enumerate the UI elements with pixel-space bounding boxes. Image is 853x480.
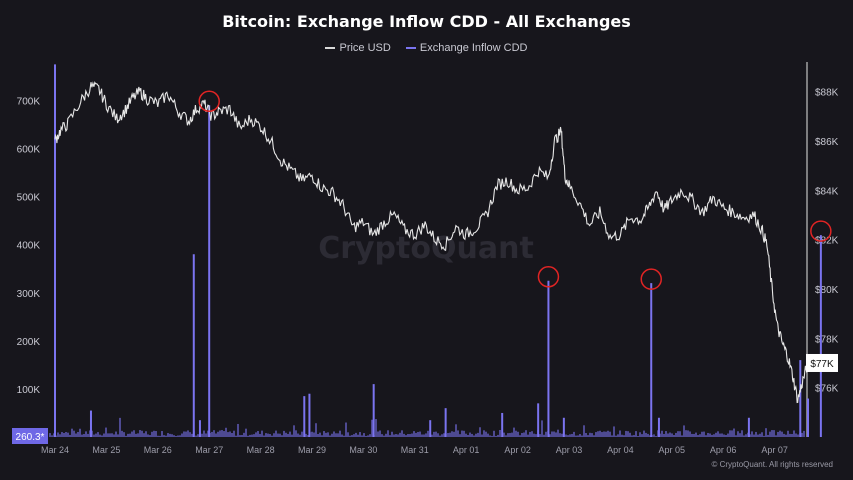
current-price-label: $77K [810,359,834,370]
current-cdd-label: 260.3* [16,432,45,443]
right-axis-tick-label: $84K [815,186,839,197]
x-axis-tick-label: Apr 03 [556,445,583,455]
x-axis-tick-label: Apr 01 [453,445,480,455]
left-axis-tick-label: 600K [17,145,41,156]
x-axis-tick-label: Mar 27 [195,445,223,455]
x-axis-tick-label: Apr 04 [607,445,634,455]
right-axis-tick-label: $86K [815,137,839,148]
price-line-swatch [325,47,336,49]
copyright-footer: © CryptoQuant. All rights reserved [711,460,834,469]
left-axis-tick-label: 700K [17,96,41,107]
x-axis-tick-label: Mar 30 [349,445,377,455]
x-axis-tick-label: Mar 24 [41,445,69,455]
cdd-line-swatch [405,47,416,49]
right-axis-tick-label: $78K [815,334,839,345]
current-cdd-box [12,428,48,444]
price-line [54,81,809,404]
watermark-text: CryptoQuant [318,231,534,266]
x-axis-tick-label: Mar 28 [247,445,275,455]
left-axis-tick-label: 500K [17,193,41,204]
x-axis-tick-label: Apr 06 [710,445,737,455]
left-axis-tick-label: 400K [17,241,41,252]
left-axis-tick-label: 200K [17,337,41,348]
right-axis-tick-label: $80K [815,285,839,296]
highlight-circle [640,268,662,290]
right-axis-tick-label: $82K [815,236,839,247]
x-axis-tick-label: Mar 31 [401,445,429,455]
x-axis-tick-label: Apr 05 [659,445,686,455]
x-axis-tick-label: Mar 25 [92,445,120,455]
legend-label-price: Price USD [339,42,391,54]
highlight-circle [537,266,560,288]
chart-legend: Price USD Exchange Inflow CDD [0,40,853,54]
legend-item-cdd[interactable]: Exchange Inflow CDD [405,42,528,54]
x-axis-tick-label: Apr 02 [504,445,531,455]
left-axis-tick-label: 300K [17,289,41,300]
legend-label-cdd: Exchange Inflow CDD [419,42,528,54]
chart-title: Bitcoin: Exchange Inflow CDD - All Excha… [222,12,631,31]
left-axis-tick-label: 100K [17,385,41,396]
x-axis-tick-label: Mar 29 [298,445,326,455]
x-axis-tick-label: Mar 26 [144,445,172,455]
highlight-circle [198,90,220,113]
x-axis-tick-label: Apr 07 [761,445,788,455]
right-axis-tick-label: $76K [815,384,839,395]
right-axis-tick-label: $88K [815,88,839,99]
legend-item-price[interactable]: Price USD [325,42,391,54]
highlight-circle [810,220,832,242]
current-price-box [806,353,838,372]
